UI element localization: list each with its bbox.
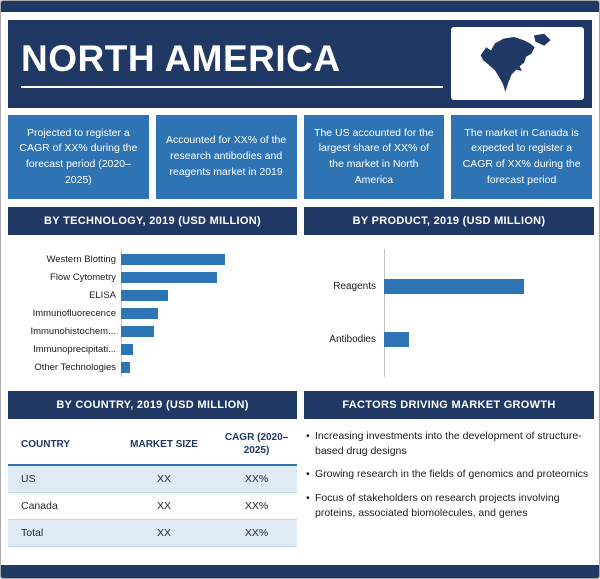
cell-country: Canada <box>8 492 113 520</box>
section-title: FACTORS DRIVING MARKET GROWTH <box>342 399 556 411</box>
bar-row: Other Technologies <box>8 361 297 373</box>
north-america-map-icon <box>451 27 584 100</box>
section-title: BY TECHNOLOGY, 2019 (USD MILLION) <box>44 215 261 227</box>
bar <box>384 279 524 294</box>
country-table: COUNTRY MARKET SIZE CAGR (2020–2025) US … <box>8 425 297 547</box>
table-header-row: COUNTRY MARKET SIZE CAGR (2020–2025) <box>8 425 297 466</box>
bar-track <box>384 332 594 347</box>
bar-track <box>121 361 297 373</box>
section-title: BY COUNTRY, 2019 (USD MILLION) <box>56 399 249 411</box>
table-row-total: Total XX XX% <box>8 519 297 547</box>
cell-cagr: XX% <box>216 519 297 547</box>
category-label: Flow Cytometry <box>50 271 116 283</box>
section-title: BY PRODUCT, 2019 (USD MILLION) <box>352 215 546 227</box>
bar <box>121 361 131 373</box>
category-label: Immunoprecipitati... <box>33 343 116 355</box>
bar <box>121 307 159 319</box>
cell-country: US <box>8 465 113 493</box>
bar-row: Western Blotting <box>8 253 297 265</box>
table-row-canada: Canada XX XX% <box>8 492 297 520</box>
list-item: Increasing investments into the developm… <box>306 429 592 459</box>
section-header-country: BY COUNTRY, 2019 (USD MILLION) <box>8 391 297 419</box>
cell-cagr: XX% <box>216 465 297 493</box>
col-header-market-size: MARKET SIZE <box>112 425 217 466</box>
bar-track <box>121 307 297 319</box>
category-label: Immunofluorecence <box>32 307 116 319</box>
cell-cagr: XX% <box>216 492 297 520</box>
title-underline <box>21 86 443 88</box>
bar <box>121 271 218 283</box>
bar <box>121 325 155 337</box>
category-label: Antibodies <box>329 334 376 345</box>
bar-track <box>121 253 297 265</box>
cell-market-size: XX <box>112 465 217 493</box>
callout-card-canada-cagr: The market in Canada is expected to regi… <box>451 115 592 199</box>
technology-bar-chart: Western Blotting Flow Cytometry ELISA Immun… <box>8 239 297 387</box>
col-header-country: COUNTRY <box>8 425 113 466</box>
bar <box>384 332 410 347</box>
y-axis-line <box>384 249 385 377</box>
section-header-technology: BY TECHNOLOGY, 2019 (USD MILLION) <box>8 207 297 235</box>
callout-card-us-share: The US accounted for the largest share o… <box>303 115 445 199</box>
col-header-cagr: CAGR (2020–2025) <box>216 425 297 466</box>
category-label: Western Blotting <box>46 253 116 265</box>
category-label: Immunohistochem... <box>30 325 116 337</box>
factors-list: Increasing investments into the developm… <box>304 429 594 529</box>
bar <box>121 253 225 265</box>
bar-row: Immunoprecipitati... <box>8 343 297 355</box>
bar <box>121 343 134 355</box>
region-header: NORTH AMERICA <box>8 20 592 108</box>
section-header-factors: FACTORS DRIVING MARKET GROWTH <box>304 391 594 419</box>
bar-row: Reagents <box>304 279 594 294</box>
section-header-product: BY PRODUCT, 2019 (USD MILLION) <box>304 207 594 235</box>
cell-country: Total <box>8 519 113 547</box>
bar-track <box>121 289 297 301</box>
cell-market-size: XX <box>112 492 217 520</box>
category-label: Other Technologies <box>34 361 116 373</box>
callout-row: Projected to register a CAGR of XX% duri… <box>8 115 592 199</box>
bottom-border-strip <box>1 565 599 578</box>
list-item: Focus of stakeholders on research projec… <box>306 491 592 521</box>
callout-card-cagr: Projected to register a CAGR of XX% duri… <box>8 115 149 199</box>
product-bar-chart: Reagents Antibodies <box>304 239 594 387</box>
page-title: NORTH AMERICA <box>21 38 341 79</box>
top-border-strip <box>1 1 599 12</box>
bar-row: Antibodies <box>304 332 594 347</box>
bar-track <box>121 325 297 337</box>
list-item: Growing research in the fields of genomi… <box>306 467 592 482</box>
callout-card-share-2019: Accounted for XX% of the research antibo… <box>155 115 297 199</box>
bar-track <box>384 279 594 294</box>
table-row-us: US XX XX% <box>8 465 297 493</box>
bar-row: Immunofluorecence <box>8 307 297 319</box>
category-label: Reagents <box>333 281 376 292</box>
map-svg <box>480 33 551 92</box>
bar-track <box>121 343 297 355</box>
bar-row: ELISA <box>8 289 297 301</box>
bar-track <box>121 271 297 283</box>
category-label: ELISA <box>89 289 116 301</box>
title-wrap: NORTH AMERICA <box>8 40 443 88</box>
bar <box>121 289 168 301</box>
bar-row: Immunohistochem... <box>8 325 297 337</box>
cell-market-size: XX <box>112 519 217 547</box>
bar-row: Flow Cytometry <box>8 271 297 283</box>
